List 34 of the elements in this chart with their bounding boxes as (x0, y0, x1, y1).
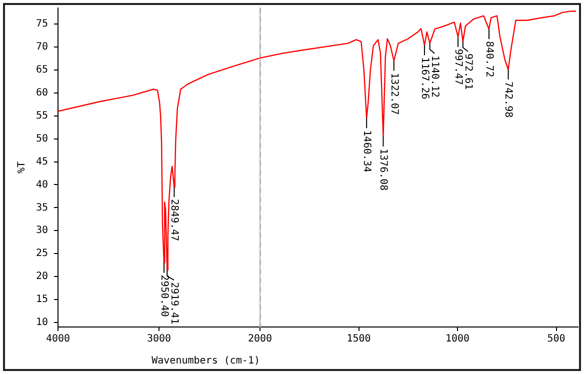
y-tick-label: 40 (36, 179, 48, 190)
x-tick-label: 1500 (346, 334, 371, 345)
annotation: 1167.26 (418, 57, 430, 100)
y-tick-label: 30 (36, 225, 48, 236)
y-tick-label: 10 (36, 317, 48, 328)
y-tick-label: 55 (36, 110, 48, 122)
y-axis-title: %T (16, 161, 28, 174)
annotation: 997.47 (452, 48, 464, 86)
annotation: 2919.41 (168, 282, 180, 324)
y-tick-label: 75 (36, 18, 48, 30)
y-tick-label: 35 (36, 202, 48, 214)
annotation: 1140.12 (428, 55, 440, 98)
y-tick-label: 60 (36, 88, 48, 99)
x-axis-title: Wavenumbers (cm-1) (152, 356, 260, 367)
y-tick-label: 15 (36, 294, 48, 306)
annotation: 1460.34 (360, 130, 372, 172)
x-tick-label: 1000 (445, 334, 470, 345)
annotation: 2849.47 (168, 199, 180, 242)
y-tick-label: 65 (36, 64, 48, 76)
y-tick-label: 25 (36, 248, 48, 260)
annotation: 2950.40 (158, 274, 170, 317)
y-tick-label: 45 (36, 156, 48, 168)
x-tick-label: 2000 (248, 334, 272, 345)
x-tick-label: 500 (547, 334, 566, 345)
x-tick-label: 4000 (46, 334, 70, 345)
annotation: 742.98 (502, 82, 514, 118)
annotation: 972.61 (462, 54, 474, 90)
y-tick-label: 20 (36, 271, 48, 282)
annotation: 840.72 (483, 41, 494, 78)
x-tick-label: 3000 (146, 334, 172, 345)
y-tick-label: 50 (36, 133, 48, 144)
y-tick-label: 70 (36, 42, 48, 53)
annotation: 1376.08 (378, 148, 389, 191)
annotation: 1322.07 (388, 72, 400, 115)
